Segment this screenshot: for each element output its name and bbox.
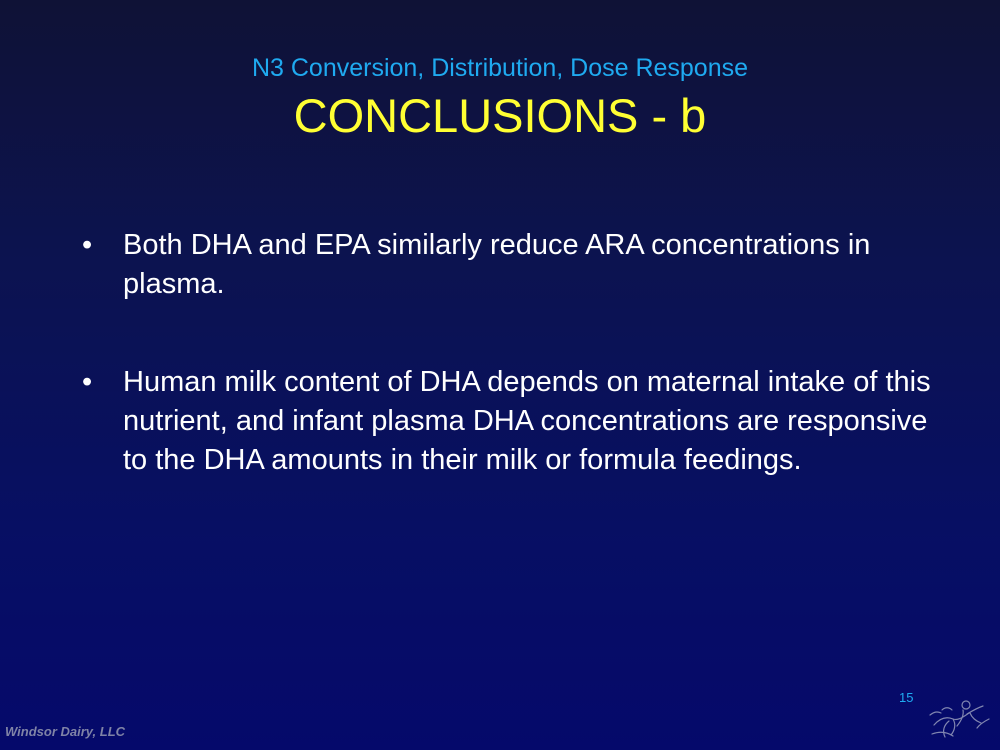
bullet-item-2: • Human milk content of DHA depends on m… <box>82 363 932 480</box>
bullet-text: Human milk content of DHA depends on mat… <box>123 366 931 476</box>
bullet-marker: • <box>82 229 93 261</box>
bullet-item-1: • Both DHA and EPA similarly reduce ARA … <box>82 226 932 304</box>
footer-company: Windsor Dairy, LLC <box>5 724 126 739</box>
bullet-marker: • <box>82 366 93 398</box>
bullet-text: Both DHA and EPA similarly reduce ARA co… <box>123 229 871 300</box>
bullet-list: • Both DHA and EPA similarly reduce ARA … <box>82 226 932 480</box>
slide-subtitle: N3 Conversion, Distribution, Dose Respon… <box>251 54 749 82</box>
slide-title: CONCLUSIONS - b <box>293 89 707 142</box>
page-number: 15 <box>899 690 914 705</box>
hand-drawn-figure-icon <box>929 700 990 738</box>
